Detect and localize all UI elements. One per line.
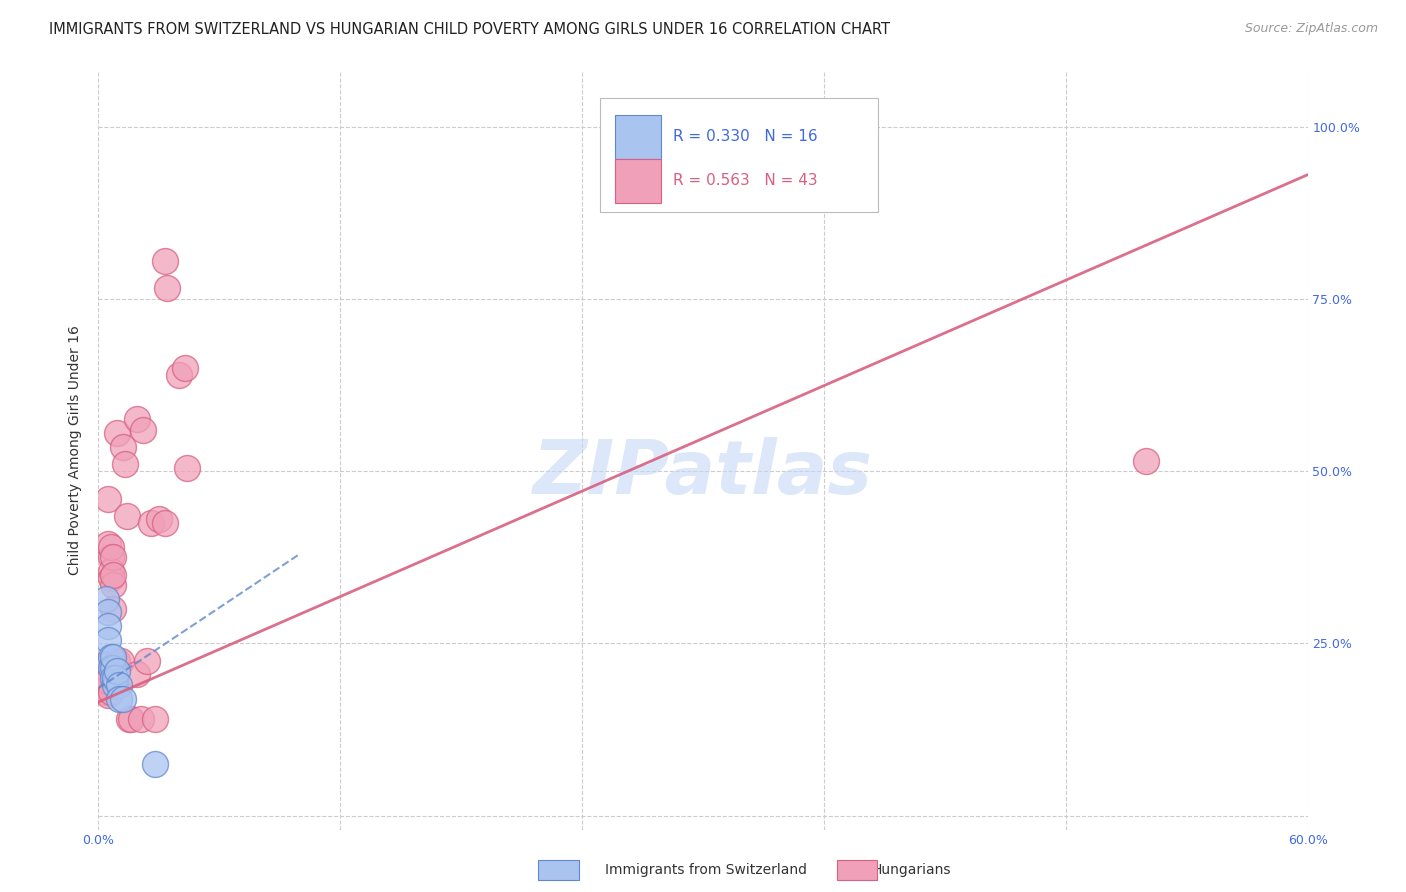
Point (96, 591, 118, 606)
Point (107, 678, 129, 692)
Point (143, 757, 166, 772)
Point (96, 684, 118, 698)
Point (100, 550, 122, 565)
Point (101, 660, 124, 674)
Point (100, 564, 122, 578)
FancyBboxPatch shape (600, 98, 879, 211)
Point (100, 571, 122, 585)
Point (125, 667, 148, 681)
Text: Source: ZipAtlas.com: Source: ZipAtlas.com (1244, 22, 1378, 36)
Point (101, 578, 124, 592)
Point (96, 657, 118, 672)
Point (100, 650, 122, 665)
Point (107, 691, 129, 706)
Point (111, 691, 134, 706)
Text: R = 0.563   N = 43: R = 0.563 N = 43 (672, 173, 817, 188)
Point (167, 368, 190, 382)
Point (97, 674, 120, 689)
Text: IMMIGRANTS FROM SWITZERLAND VS HUNGARIAN CHILD POVERTY AMONG GIRLS UNDER 16 CORR: IMMIGRANTS FROM SWITZERLAND VS HUNGARIAN… (49, 22, 890, 37)
Text: Immigrants from Switzerland: Immigrants from Switzerland (605, 863, 807, 877)
FancyBboxPatch shape (614, 114, 661, 159)
Point (101, 567, 124, 582)
Y-axis label: Child Poverty Among Girls Under 16: Child Poverty Among Girls Under 16 (69, 326, 83, 575)
Point (100, 660, 122, 674)
Point (100, 540, 122, 554)
Point (692, 164, 714, 178)
Point (120, 712, 142, 726)
Point (114, 457, 136, 471)
Point (135, 654, 157, 668)
Point (118, 712, 141, 726)
Point (1135, 454, 1157, 468)
Point (132, 423, 155, 437)
Point (105, 664, 128, 678)
Point (103, 671, 125, 685)
Point (105, 426, 128, 441)
Point (100, 684, 122, 698)
Point (93, 671, 115, 685)
Point (101, 550, 124, 565)
Point (97, 688, 120, 702)
Point (110, 654, 132, 668)
Point (101, 650, 124, 665)
Point (96, 674, 118, 689)
Point (97, 536, 120, 550)
Point (97, 606, 120, 620)
Text: Hungarians: Hungarians (872, 863, 952, 877)
Point (153, 254, 176, 268)
Point (103, 678, 125, 692)
Point (176, 460, 198, 475)
Point (103, 657, 125, 672)
Point (156, 281, 179, 295)
Point (111, 440, 134, 454)
Point (101, 602, 124, 616)
Point (97, 619, 120, 633)
Point (153, 516, 176, 530)
Point (103, 671, 125, 685)
FancyBboxPatch shape (614, 159, 661, 202)
Point (174, 360, 197, 375)
Point (101, 671, 124, 685)
Point (97, 633, 120, 648)
Point (143, 712, 166, 726)
Text: ZIPatlas: ZIPatlas (533, 437, 873, 509)
Text: R = 0.330   N = 16: R = 0.330 N = 16 (672, 129, 817, 145)
Point (97, 491, 120, 506)
Point (129, 712, 152, 726)
Point (148, 512, 170, 526)
Point (139, 516, 162, 530)
Point (105, 654, 128, 668)
Point (125, 412, 148, 426)
Point (115, 508, 138, 523)
